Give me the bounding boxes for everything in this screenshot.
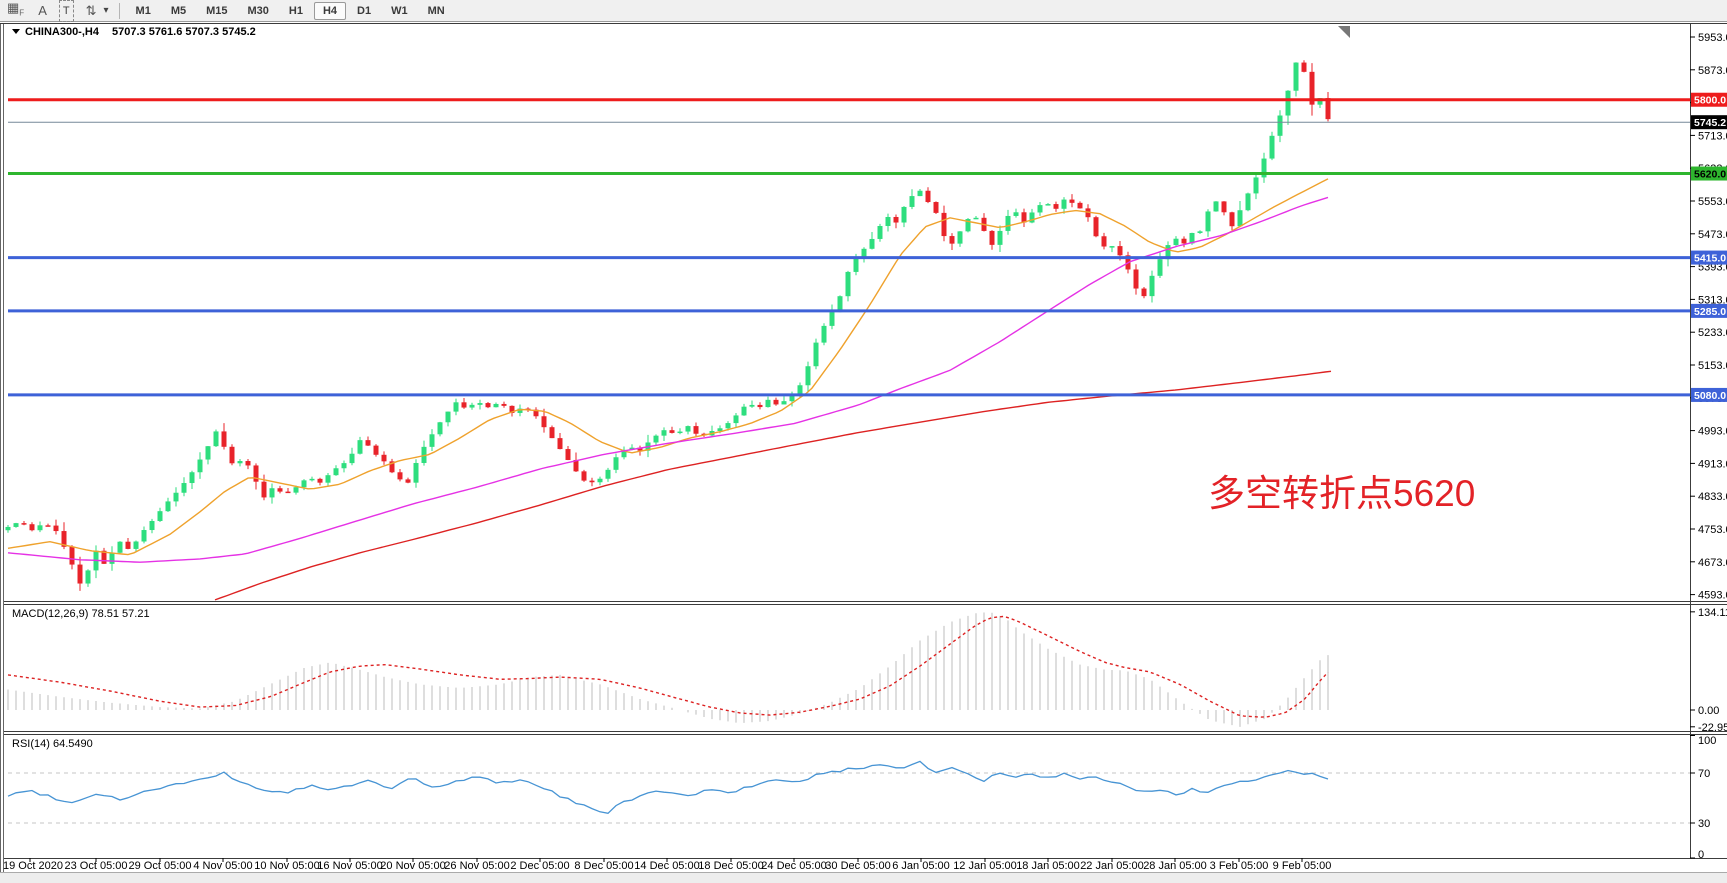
time-tick-label: 24 Dec 05:00 [761, 860, 826, 872]
tf-button-m15[interactable]: M15 [206, 4, 228, 17]
rsi-axis-label: 70 [1698, 768, 1710, 780]
tf-button-h1[interactable]: H1 [288, 4, 303, 17]
hline-badge-label: 5285.0 [1694, 306, 1726, 318]
annotation-text[interactable]: 多空转折点5620 [1208, 473, 1475, 514]
time-tick-label: 12 Jan 05:00 [953, 860, 1017, 872]
price-tick-label: 5313.0 [1698, 294, 1727, 306]
hline-badge-5080 [1691, 387, 1727, 402]
current-price-label: 5745.2 [1694, 117, 1726, 129]
candles [5, 60, 1331, 591]
time-tick-label: 16 Nov 05:00 [317, 860, 382, 872]
chart-background [0, 22, 1727, 883]
time-axis [29, 858, 1303, 862]
rsi-axis-label: 100 [1698, 735, 1716, 747]
toolbar: ▦F A T ⇅ ▾ M1 M5 M15 M30 H1 H4 D1 W1 MN [0, 0, 1727, 22]
macd-indicator-label: MACD(12,26,9) 78.51 57.21 [12, 608, 150, 620]
time-tick-label: 9 Feb 05:00 [1273, 860, 1332, 872]
price-tick-label: 4993.0 [1698, 426, 1727, 438]
hline-badge-5415 [1691, 250, 1727, 265]
price-tick-label: 4913.0 [1698, 458, 1727, 470]
tf-button-m30[interactable]: M30 [247, 4, 269, 17]
symbol-dropdown-icon[interactable] [12, 29, 20, 34]
macd-histogram [7, 612, 1329, 727]
time-tick-label: 14 Dec 05:00 [634, 860, 699, 872]
insert-text-icon[interactable]: A [38, 2, 47, 18]
price-tick-label: 5553.0 [1698, 196, 1727, 208]
dropdown-caret-icon[interactable]: ▾ [103, 4, 109, 16]
tf-button-d1[interactable]: D1 [357, 4, 372, 17]
hline-badge-5285 [1691, 303, 1727, 318]
price-tick-label: 5873.0 [1698, 65, 1727, 77]
arrow-style-icon[interactable]: ⇅ [85, 2, 97, 18]
time-tick-label: 20 Nov 05:00 [380, 860, 445, 872]
price-tick-label: 4673.0 [1698, 557, 1727, 569]
ma-mid-magenta [7, 196, 1329, 563]
chart-title [12, 29, 20, 34]
ma-slow-red [214, 370, 1332, 601]
time-tick-label: 29 Oct 05:00 [129, 860, 192, 872]
time-tick-label: 18 Dec 05:00 [698, 860, 763, 872]
price-tick-label: 5953.0 [1698, 32, 1727, 44]
price-tick-label: 5233.0 [1698, 327, 1727, 339]
tf-button-w1[interactable]: W1 [391, 4, 408, 17]
toolbar-separator [118, 2, 120, 19]
ma-fast-orange [7, 178, 1329, 556]
rsi-axis-label: 30 [1698, 818, 1710, 830]
time-tick-label: 10 Nov 05:00 [254, 860, 319, 872]
time-tick-label: 30 Dec 05:00 [825, 860, 890, 872]
time-tick-label: 23 Oct 05:00 [65, 860, 128, 872]
time-tick-label: 22 Jan 05:00 [1080, 860, 1144, 872]
hline-badge-label: 5800.0 [1694, 95, 1726, 107]
macd-axis-label: -22.95 [1698, 722, 1727, 734]
time-tick-label: 6 Jan 05:00 [892, 860, 950, 872]
ohlc-values: 5707.3 5761.6 5707.3 5745.2 [112, 26, 256, 38]
price-tick-label: 4833.0 [1698, 491, 1727, 503]
price-tick-label: 5393.0 [1698, 262, 1727, 274]
hline-badge-label: 5080.0 [1694, 390, 1726, 402]
macd-axis-label: 0.00 [1698, 705, 1719, 717]
price-tick-label: 4753.0 [1698, 524, 1727, 536]
price-tick-label: 5153.0 [1698, 360, 1727, 372]
hline-badge-label: 5415.0 [1694, 253, 1726, 265]
tf-button-mn[interactable]: MN [427, 4, 445, 17]
time-tick-label: 18 Jan 05:00 [1016, 860, 1080, 872]
hline-badge-label: 5620.0 [1694, 169, 1726, 181]
macd-axis-label: 134.11 [1698, 607, 1727, 619]
time-tick-label: 3 Feb 05:00 [1210, 860, 1269, 872]
hline-badge-5620 [1691, 166, 1727, 181]
time-tick-label: 8 Dec 05:00 [574, 860, 633, 872]
rsi-levels [8, 772, 1690, 824]
tf-button-m5[interactable]: M5 [170, 4, 187, 17]
rsi-axis-label: 0 [1698, 849, 1704, 861]
text-label-icon[interactable]: T [58, 0, 74, 22]
price-tick-label: 5473.0 [1698, 229, 1727, 241]
current-price-badge [1691, 115, 1727, 130]
symbol-title: CHINA300-,H4 [25, 26, 100, 38]
time-tick-label: 2 Dec 05:00 [510, 860, 569, 872]
time-tick-label: 19 Oct 2020 [3, 860, 63, 872]
rsi-indicator-label: RSI(14) 64.5490 [12, 738, 93, 750]
time-tick-label: 4 Nov 05:00 [193, 860, 252, 872]
price-tick-label: 4593.0 [1698, 590, 1727, 602]
rsi-line [7, 760, 1329, 815]
tf-button-h4[interactable]: H4 [313, 1, 347, 20]
time-tick-label: 26 Nov 05:00 [444, 860, 509, 872]
price-tick-label: 5713.0 [1698, 130, 1727, 142]
tf-button-m1[interactable]: M1 [135, 4, 151, 17]
chart-shift-marker [1338, 26, 1350, 38]
chart-canvas: 5953.05873.05793.05713.05633.05553.05473… [0, 22, 1727, 883]
time-tick-label: 28 Jan 05:00 [1143, 860, 1207, 872]
chart-grid-icon[interactable]: ▦F [7, 0, 25, 18]
bottom-strip [0, 873, 1727, 883]
hline-badge-5800 [1691, 92, 1727, 107]
macd-signal-line [7, 615, 1329, 718]
